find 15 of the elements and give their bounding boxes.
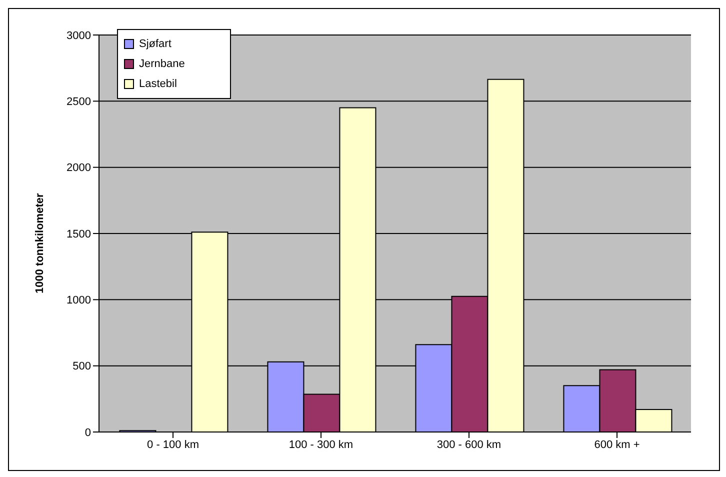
y-tick-label: 500: [72, 360, 91, 373]
y-tick-label: 2000: [66, 162, 91, 174]
legend-label: Lastebil: [139, 77, 177, 92]
y-tick-label: 2500: [66, 96, 91, 108]
x-tick-label: 0 - 100 km: [147, 438, 199, 451]
y-tick-label: 3000: [66, 30, 91, 42]
x-tick-label: 300 - 600 km: [436, 438, 502, 451]
y-tick-label: 1000: [66, 294, 91, 307]
y-tick-label: 1500: [66, 228, 91, 240]
y-axis-title: 1000 tonnkilometer: [34, 192, 46, 294]
x-tick-label: 100 - 300 km: [288, 438, 354, 451]
legend-label: Sjøfart: [139, 37, 172, 52]
y-tick-label: 0: [84, 426, 91, 439]
legend-label: Jernbane: [139, 57, 185, 72]
x-tick-label: 600 km +: [594, 438, 640, 451]
